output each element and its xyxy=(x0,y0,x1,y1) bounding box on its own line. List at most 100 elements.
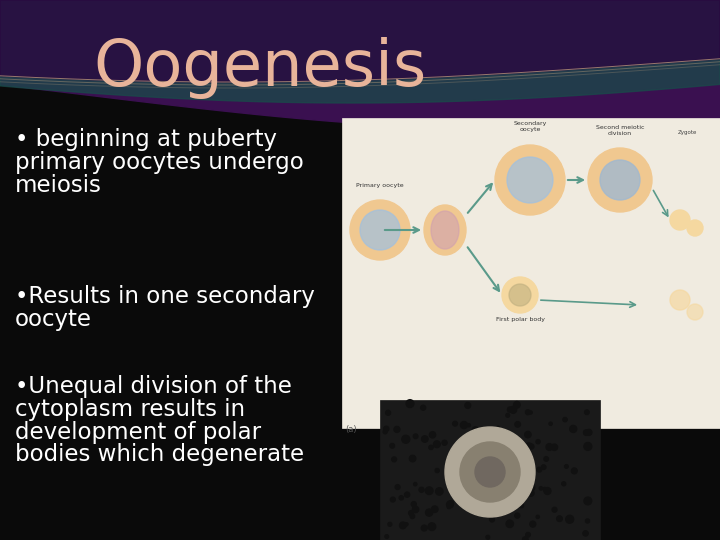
Circle shape xyxy=(433,435,439,441)
Text: •Unequal division of the: •Unequal division of the xyxy=(15,375,292,398)
Circle shape xyxy=(518,471,524,478)
Circle shape xyxy=(497,415,503,420)
Circle shape xyxy=(465,456,469,460)
Circle shape xyxy=(420,450,425,455)
Circle shape xyxy=(528,413,535,419)
Circle shape xyxy=(412,421,418,428)
Text: development of polar: development of polar xyxy=(15,421,261,443)
Circle shape xyxy=(350,200,410,260)
Circle shape xyxy=(541,439,546,445)
Circle shape xyxy=(417,402,421,406)
Bar xyxy=(342,118,720,428)
Polygon shape xyxy=(0,0,720,130)
Circle shape xyxy=(585,531,592,539)
Circle shape xyxy=(388,489,393,494)
Circle shape xyxy=(542,529,550,537)
Text: (a): (a) xyxy=(345,425,356,434)
Circle shape xyxy=(419,470,425,476)
Circle shape xyxy=(390,464,395,470)
Circle shape xyxy=(549,421,557,429)
Bar xyxy=(380,400,600,540)
Circle shape xyxy=(518,488,526,495)
Circle shape xyxy=(407,514,413,519)
Circle shape xyxy=(509,449,512,451)
Circle shape xyxy=(569,431,575,437)
Circle shape xyxy=(534,435,539,441)
Circle shape xyxy=(431,516,436,521)
Circle shape xyxy=(521,509,528,516)
Circle shape xyxy=(391,532,395,536)
Circle shape xyxy=(588,148,652,212)
Text: •Results in one secondary: •Results in one secondary xyxy=(15,285,315,308)
Polygon shape xyxy=(0,0,720,82)
Ellipse shape xyxy=(424,205,466,255)
Circle shape xyxy=(446,518,451,522)
Circle shape xyxy=(468,534,474,540)
Circle shape xyxy=(389,431,393,435)
Circle shape xyxy=(400,537,403,540)
Circle shape xyxy=(500,535,506,540)
Circle shape xyxy=(520,435,526,441)
Circle shape xyxy=(534,519,538,523)
Circle shape xyxy=(467,431,473,436)
Circle shape xyxy=(445,427,535,517)
Circle shape xyxy=(526,432,534,440)
Text: Secondary
oocyte: Secondary oocyte xyxy=(513,121,546,132)
Circle shape xyxy=(475,512,480,517)
Circle shape xyxy=(507,157,553,203)
Circle shape xyxy=(539,465,543,470)
Circle shape xyxy=(462,416,469,424)
Circle shape xyxy=(513,481,521,489)
Circle shape xyxy=(446,509,454,517)
Circle shape xyxy=(392,433,400,441)
Circle shape xyxy=(471,479,475,483)
Circle shape xyxy=(501,430,509,437)
Text: primary oocytes undergo: primary oocytes undergo xyxy=(15,151,304,174)
Circle shape xyxy=(466,468,474,476)
Circle shape xyxy=(509,405,515,410)
Circle shape xyxy=(526,488,531,492)
Circle shape xyxy=(487,399,495,406)
Circle shape xyxy=(420,474,427,481)
Circle shape xyxy=(539,498,544,503)
Circle shape xyxy=(499,409,504,414)
Circle shape xyxy=(475,457,505,487)
Circle shape xyxy=(404,494,409,498)
Circle shape xyxy=(387,462,393,468)
Circle shape xyxy=(600,160,640,200)
Circle shape xyxy=(384,494,390,499)
Circle shape xyxy=(559,446,563,449)
Circle shape xyxy=(490,440,495,445)
Circle shape xyxy=(483,510,491,517)
Circle shape xyxy=(687,304,703,320)
Circle shape xyxy=(449,471,456,478)
Circle shape xyxy=(459,420,465,426)
Text: Oogenesis: Oogenesis xyxy=(94,37,427,99)
Circle shape xyxy=(390,474,397,480)
Circle shape xyxy=(458,417,465,424)
Circle shape xyxy=(428,415,433,420)
Circle shape xyxy=(588,503,593,509)
Circle shape xyxy=(670,210,690,230)
Circle shape xyxy=(405,529,413,536)
Circle shape xyxy=(559,526,567,534)
Circle shape xyxy=(521,503,526,508)
Circle shape xyxy=(456,515,462,521)
Circle shape xyxy=(498,430,505,437)
Text: oocyte: oocyte xyxy=(15,308,92,331)
Circle shape xyxy=(509,416,516,422)
Circle shape xyxy=(536,451,541,456)
Circle shape xyxy=(534,409,539,415)
Circle shape xyxy=(411,435,414,438)
Circle shape xyxy=(397,414,403,420)
Circle shape xyxy=(421,424,428,431)
Circle shape xyxy=(467,531,473,537)
Circle shape xyxy=(567,536,572,540)
Circle shape xyxy=(384,505,390,511)
Circle shape xyxy=(442,496,446,498)
Circle shape xyxy=(509,500,514,505)
Text: • beginning at puberty: • beginning at puberty xyxy=(15,128,277,151)
Circle shape xyxy=(514,428,518,431)
Circle shape xyxy=(384,451,389,456)
Circle shape xyxy=(527,429,535,436)
